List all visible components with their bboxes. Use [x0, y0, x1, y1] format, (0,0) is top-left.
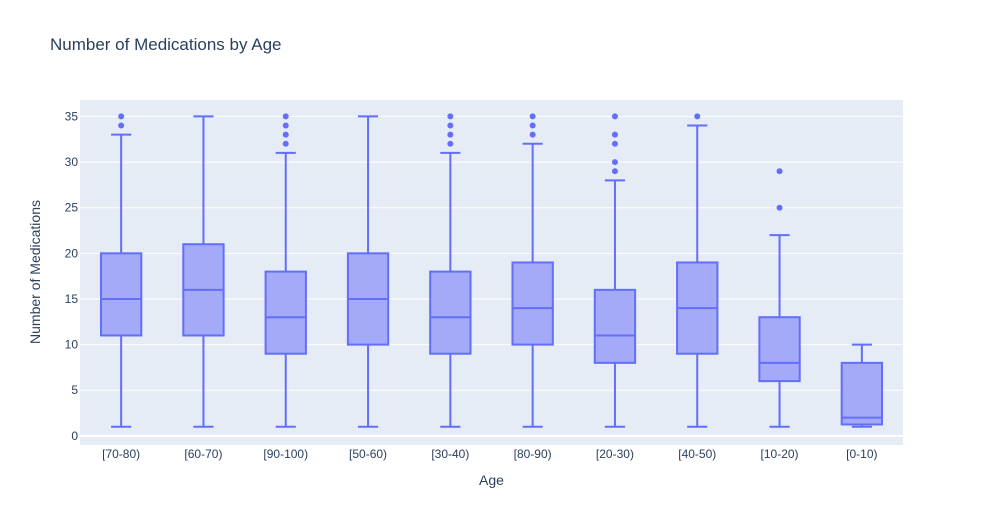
x-tick-label: [20-30)	[596, 447, 634, 461]
box-iqr	[593, 288, 637, 364]
y-tick-label: 35	[65, 109, 79, 123]
outlier-point	[611, 140, 618, 147]
outlier-point	[118, 113, 125, 120]
outlier-point	[611, 131, 618, 138]
outlier-point	[776, 204, 783, 211]
outlier-point	[529, 131, 536, 138]
y-tick-label: 5	[71, 383, 78, 397]
outlier-point	[282, 140, 289, 147]
box-[70-80)	[99, 113, 143, 428]
box-[10-20)	[758, 168, 801, 428]
box-iqr	[264, 270, 307, 355]
outlier-point	[282, 131, 289, 138]
y-tick-label: 0	[71, 429, 78, 443]
x-tick-label: [30-40)	[431, 447, 469, 461]
box-iqr	[511, 261, 554, 346]
outlier-point	[447, 140, 454, 147]
outlier-point	[611, 168, 618, 175]
box-iqr	[758, 316, 801, 383]
outlier-point	[611, 159, 618, 166]
outlier-point	[694, 113, 701, 120]
outlier-point	[529, 122, 536, 129]
y-tick-label: 20	[65, 246, 79, 260]
box-[0-10)	[840, 343, 884, 428]
y-tick-label: 25	[65, 201, 79, 215]
box-[80-90)	[511, 113, 554, 428]
x-tick-label: [40-50)	[678, 447, 716, 461]
y-tick-label: 30	[65, 155, 79, 169]
x-tick-label: [80-90)	[514, 447, 552, 461]
y-axis-title: Number of Medications	[27, 200, 43, 344]
y-axis-ticks: 0 5 10 15 20 25 30 35	[65, 109, 79, 442]
outlier-point	[282, 113, 289, 120]
x-tick-label: [10-20)	[761, 447, 799, 461]
outlier-point	[776, 168, 783, 175]
x-tick-label: [90-100)	[263, 447, 308, 461]
x-tick-label: [50-60)	[349, 447, 387, 461]
box-[50-60)	[346, 115, 390, 428]
x-axis-ticks: [70-80) [60-70) [90-100) [50-60) [30-40) [80-…	[102, 447, 877, 461]
x-tick-label: [60-70)	[184, 447, 222, 461]
outlier-point	[447, 131, 454, 138]
box-[40-50)	[676, 113, 719, 428]
box-[90-100)	[264, 113, 307, 428]
box-iqr	[99, 252, 143, 337]
x-tick-label: [0-10)	[846, 447, 877, 461]
outlier-point	[118, 122, 125, 129]
boxes	[99, 113, 884, 428]
chart-title: Number of Medications by Age	[50, 35, 282, 54]
y-tick-label: 10	[65, 338, 79, 352]
x-tick-label: [70-80)	[102, 447, 140, 461]
x-axis-title: Age	[479, 472, 504, 488]
box-[30-40)	[429, 113, 472, 428]
box-[60-70)	[182, 115, 225, 428]
outlier-point	[447, 122, 454, 129]
box-[20-30)	[593, 113, 637, 428]
y-tick-label: 15	[65, 292, 79, 306]
outlier-point	[529, 113, 536, 120]
outlier-point	[611, 113, 618, 120]
box-iqr	[429, 270, 472, 355]
outlier-point	[447, 113, 454, 120]
box-iqr	[840, 361, 884, 426]
outlier-point	[282, 122, 289, 129]
